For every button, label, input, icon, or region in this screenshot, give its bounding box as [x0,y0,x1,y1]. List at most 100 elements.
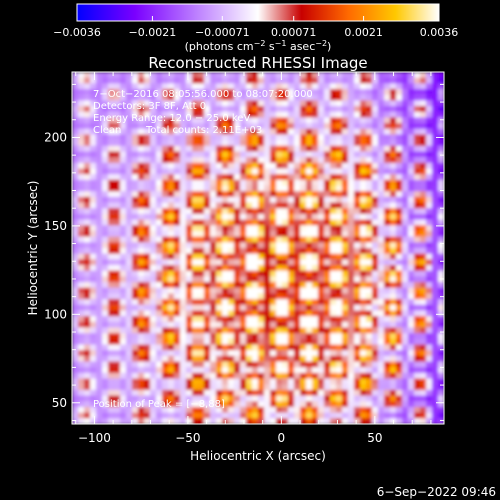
heatmap-cell [318,230,325,238]
heatmap-cell [156,236,163,243]
heatmap-cell [102,77,109,84]
heatmap-cell [432,367,439,374]
heatmap-cell [162,253,169,260]
heatmap-cell [168,361,175,368]
heatmap-cell [186,72,193,79]
heatmap-cell [120,94,127,101]
heatmap-cell [438,72,444,79]
heatmap-cell [294,389,301,397]
heatmap-cell [150,367,157,374]
heatmap-cell [294,157,301,164]
heatmap-cell [294,412,301,419]
heatmap-cell [384,225,391,232]
heatmap-cell [150,77,157,84]
x-tick-label: 0 [278,431,286,445]
heatmap-cell [288,401,295,408]
heatmap-cell [84,208,91,215]
heatmap-cell [138,372,145,380]
heatmap-cell [102,83,109,90]
heatmap-cell [126,179,133,187]
heatmap-cell [222,384,229,391]
heatmap-cell [426,367,433,374]
heatmap-cell [192,287,199,295]
heatmap-cell [342,83,349,90]
heatmap-cell [300,77,307,84]
heatmap-cell [120,157,127,164]
heatmap-cell [306,372,313,380]
heatmap-cell [150,253,157,260]
heatmap-cell [288,372,295,380]
heatmap-cell [144,123,151,130]
heatmap-cell [426,111,433,119]
heatmap-cell [252,389,259,397]
heatmap-cell [336,242,343,249]
heatmap-cell [300,367,307,374]
heatmap-cell [318,72,325,79]
heatmap-cell [198,401,205,408]
heatmap-cell [126,361,133,368]
heatmap-cell [144,157,151,164]
heatmap-cell [432,327,439,334]
heatmap-cell [414,276,421,283]
heatmap-cell [282,106,289,113]
heatmap-cell [186,412,193,419]
heatmap-cell [282,248,289,255]
heatmap-cell [234,299,241,306]
heatmap-cell [162,225,169,232]
heatmap-cell [168,350,175,357]
heatmap-cell [342,230,349,238]
heatmap-cell [408,293,415,300]
heatmap-cell [84,242,91,249]
heatmap-cell [240,253,247,260]
heatmap-cell [420,157,427,164]
heatmap-cell [318,128,325,136]
heatmap-cell [180,333,187,340]
heatmap-cell [96,225,103,232]
heatmap-cell [384,248,391,255]
heatmap-cell [330,77,337,84]
heatmap-cell [222,259,229,266]
heatmap-cell [240,89,247,96]
heatmap-cell [354,378,361,385]
heatmap-cell [216,117,223,124]
heatmap-cell [354,327,361,334]
heatmap-cell [204,304,211,312]
heatmap-cell [108,372,115,380]
heatmap-cell [96,355,103,363]
heatmap-cell [132,202,139,209]
heatmap-cell [288,259,295,266]
heatmap-cell [186,384,193,391]
heatmap-cell [306,338,313,346]
heatmap-cell [306,145,313,153]
heatmap-cell [360,304,367,312]
heatmap-cell [72,287,79,295]
heatmap-cell [426,378,433,385]
heatmap-cell [96,361,103,368]
heatmap-cell [366,406,373,414]
heatmap-cell [270,208,277,215]
heatmap-cell [378,406,385,414]
heatmap-cell [426,168,433,175]
heatmap-cell [132,248,139,255]
heatmap-cell [312,202,319,209]
heatmap-cell [132,191,139,198]
heatmap-cell [348,355,355,363]
heatmap-cell [174,333,181,340]
heatmap-cell [420,276,427,283]
heatmap-cell [390,225,397,232]
heatmap-cell [156,83,163,90]
heatmap-cell [102,191,109,198]
heatmap-cell [420,196,427,204]
heatmap-cell [354,185,361,192]
heatmap-cell [354,225,361,232]
heatmap-cell [288,310,295,317]
heatmap-cell [342,248,349,255]
heatmap-cell [384,162,391,170]
heatmap-cell [282,145,289,153]
heatmap-cell [156,168,163,175]
heatmap-cell [414,265,421,272]
heatmap-cell [270,401,277,408]
heatmap-cell [222,196,229,204]
heatmap-cell [276,372,283,380]
